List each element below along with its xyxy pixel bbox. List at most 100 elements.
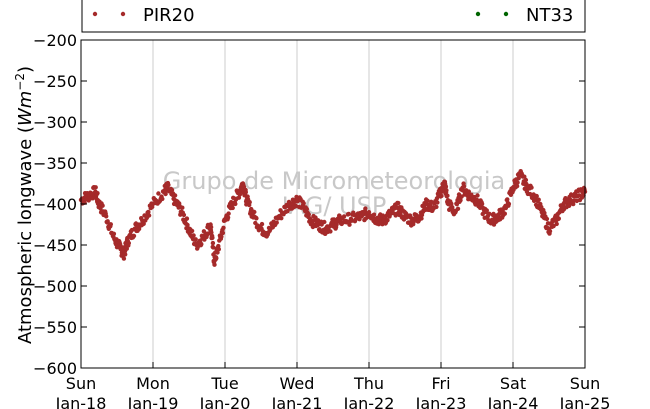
data-point — [449, 201, 454, 206]
data-point — [304, 206, 309, 212]
data-point — [259, 221, 265, 227]
x-tick-day: Thu — [353, 374, 384, 393]
data-point — [556, 216, 561, 221]
data-point — [108, 222, 114, 227]
data-point — [169, 187, 175, 193]
legend-label-nt33: NT33 — [526, 5, 573, 26]
data-point — [160, 196, 165, 202]
data-point — [210, 240, 216, 246]
grid-lines — [152, 40, 514, 368]
data-point — [529, 185, 534, 190]
data-point — [306, 212, 311, 217]
data-point — [506, 201, 512, 207]
y-tick-label: −350 — [33, 154, 77, 173]
x-tick-date: Jan-22 — [343, 394, 395, 409]
y-axis: −200 −250 −300 −350 −400 −450 −500 −550 −600 — [33, 31, 585, 378]
data-point — [515, 180, 520, 185]
data-point — [210, 235, 215, 240]
data-point — [505, 197, 510, 202]
data-point — [455, 206, 461, 211]
data-point — [221, 225, 226, 230]
data-point — [252, 209, 257, 215]
data-point — [216, 247, 221, 252]
x-tick-date: Jan-18 — [55, 394, 107, 409]
data-point — [439, 193, 444, 199]
data-point — [544, 216, 550, 222]
data-point — [274, 220, 279, 225]
data-point — [542, 210, 547, 216]
x-tick-day: Fri — [431, 374, 450, 393]
data-point — [301, 201, 306, 206]
data-point — [189, 228, 195, 234]
y-axis-label: Atmospheric longwave (Wm−2) — [13, 66, 36, 344]
data-point — [523, 177, 529, 183]
data-point — [536, 197, 541, 202]
data-point — [208, 224, 214, 230]
data-point — [547, 229, 553, 234]
data-point — [434, 204, 439, 210]
data-point — [347, 222, 352, 227]
x-tick-day: Sun — [570, 374, 600, 393]
data-point — [445, 193, 450, 198]
data-point — [146, 213, 152, 218]
data-point — [346, 211, 351, 217]
data-point — [466, 189, 471, 194]
data-point — [341, 214, 347, 219]
data-point — [211, 245, 216, 250]
data-point — [366, 210, 372, 215]
data-point — [396, 200, 401, 206]
data-point — [215, 250, 220, 255]
data-point — [419, 216, 424, 221]
x-tick-date: Jan-23 — [415, 394, 467, 409]
legend-marker-nt33-a — [475, 11, 481, 17]
data-point — [123, 252, 128, 257]
data-point — [141, 221, 146, 226]
data-points — [78, 169, 588, 267]
data-point — [181, 212, 187, 218]
data-point — [233, 201, 238, 207]
y-tick-label: −450 — [33, 236, 77, 255]
data-point — [225, 215, 231, 220]
x-tick-day: Mon — [136, 374, 170, 393]
legend: PIR20 NT33 — [81, 0, 586, 33]
data-point — [193, 237, 198, 242]
data-point — [491, 211, 496, 217]
data-point — [163, 191, 168, 197]
x-tick-date: Jan-20 — [199, 394, 251, 409]
data-point — [487, 211, 492, 216]
data-point — [220, 230, 226, 236]
data-point — [184, 216, 190, 221]
data-point — [435, 200, 440, 205]
x-tick-date: Jan-25 — [559, 394, 611, 409]
data-point — [443, 184, 449, 189]
data-point — [322, 219, 327, 225]
legend-marker-pir20-a — [92, 11, 98, 17]
x-tick-day: Tue — [210, 374, 238, 393]
data-point — [475, 193, 480, 198]
data-point — [226, 211, 231, 216]
data-point — [380, 213, 386, 218]
x-tick-date: Jan-21 — [271, 394, 323, 409]
data-point — [100, 203, 105, 208]
legend-box — [81, 0, 586, 33]
y-tick-label: −600 — [33, 359, 77, 378]
legend-label-pir20: PIR20 — [143, 5, 195, 26]
x-tick-date: Jan-19 — [127, 394, 179, 409]
data-point — [230, 205, 235, 211]
data-point — [214, 256, 219, 261]
plot-area — [81, 40, 585, 368]
data-point — [121, 256, 127, 261]
data-point — [534, 193, 539, 199]
data-point — [93, 185, 98, 190]
x-tick-day: Wed — [280, 374, 315, 393]
y-tick-label: −550 — [33, 318, 77, 337]
data-point — [156, 191, 161, 196]
data-point — [444, 188, 449, 193]
data-point — [172, 193, 178, 198]
y-tick-label: −500 — [33, 277, 77, 296]
data-point — [131, 233, 137, 239]
data-point — [254, 216, 259, 221]
data-point — [95, 191, 100, 196]
data-point — [243, 189, 248, 195]
